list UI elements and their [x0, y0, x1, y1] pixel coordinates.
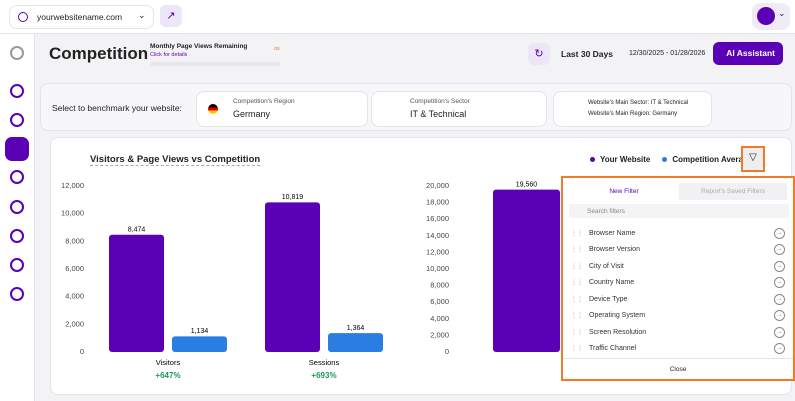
search-box[interactable]: Search filters	[569, 204, 789, 218]
filter-item[interactable]: Browser Version	[571, 242, 785, 258]
bar	[109, 235, 164, 352]
y-tick-label: 20,000	[426, 181, 449, 190]
value-label: 8,474	[128, 227, 146, 234]
value-label: 10,819	[282, 194, 304, 201]
y-tick-label: 8,000	[430, 281, 449, 290]
filter-item[interactable]: City of Visit	[571, 258, 785, 274]
y-tick-label: 14,000	[426, 231, 449, 240]
change-label: +647%	[155, 371, 180, 380]
bar	[493, 190, 560, 352]
y-tick-label: 2,000	[430, 330, 449, 339]
y-tick-label: 4,000	[430, 314, 449, 323]
filter-panel: New Filter Report's Saved Filters Search…	[561, 176, 795, 381]
filter-item[interactable]: Device Type	[571, 291, 785, 307]
y-tick-label: 4,000	[65, 292, 84, 301]
tab-active[interactable]: New Filter	[569, 183, 679, 200]
y-tick-label: 12,000	[426, 247, 449, 256]
y-tick-label: 0	[445, 347, 449, 356]
filter-item[interactable]: Traffic Channel	[571, 341, 785, 357]
tab[interactable]: Report's Saved Filters	[679, 183, 787, 200]
y-tick-label: 6,000	[430, 297, 449, 306]
value-label: 1,134	[191, 328, 209, 335]
y-tick-label: 18,000	[426, 198, 449, 207]
y-tick-label: 12,000	[61, 181, 84, 190]
y-tick-label: 8,000	[65, 236, 84, 245]
filter-item[interactable]: Screen Resolution	[571, 324, 785, 340]
x-tick-label: Visitors	[156, 358, 181, 367]
y-tick-label: 16,000	[426, 214, 449, 223]
close-button[interactable]: Close	[563, 358, 793, 380]
y-tick-label: 10,000	[61, 209, 84, 218]
y-tick-label: 0	[80, 347, 84, 356]
bar	[265, 202, 320, 352]
value-label: 1,364	[347, 325, 365, 332]
value-label: 19,560	[516, 181, 538, 188]
y-tick-label: 6,000	[65, 264, 84, 273]
bar	[172, 336, 227, 352]
y-tick-label: 10,000	[426, 264, 449, 273]
search-placeholder: Search filters	[587, 208, 625, 215]
filter-item[interactable]: Browser Name	[571, 225, 785, 241]
filter-item[interactable]: Operating System	[571, 308, 785, 324]
change-label: +693%	[311, 371, 336, 380]
y-tick-label: 2,000	[65, 319, 84, 328]
filter-button[interactable]: ▽	[741, 146, 765, 172]
bar	[328, 333, 383, 352]
x-tick-label: Sessions	[309, 358, 340, 367]
filter-item[interactable]: Country Name	[571, 275, 785, 291]
